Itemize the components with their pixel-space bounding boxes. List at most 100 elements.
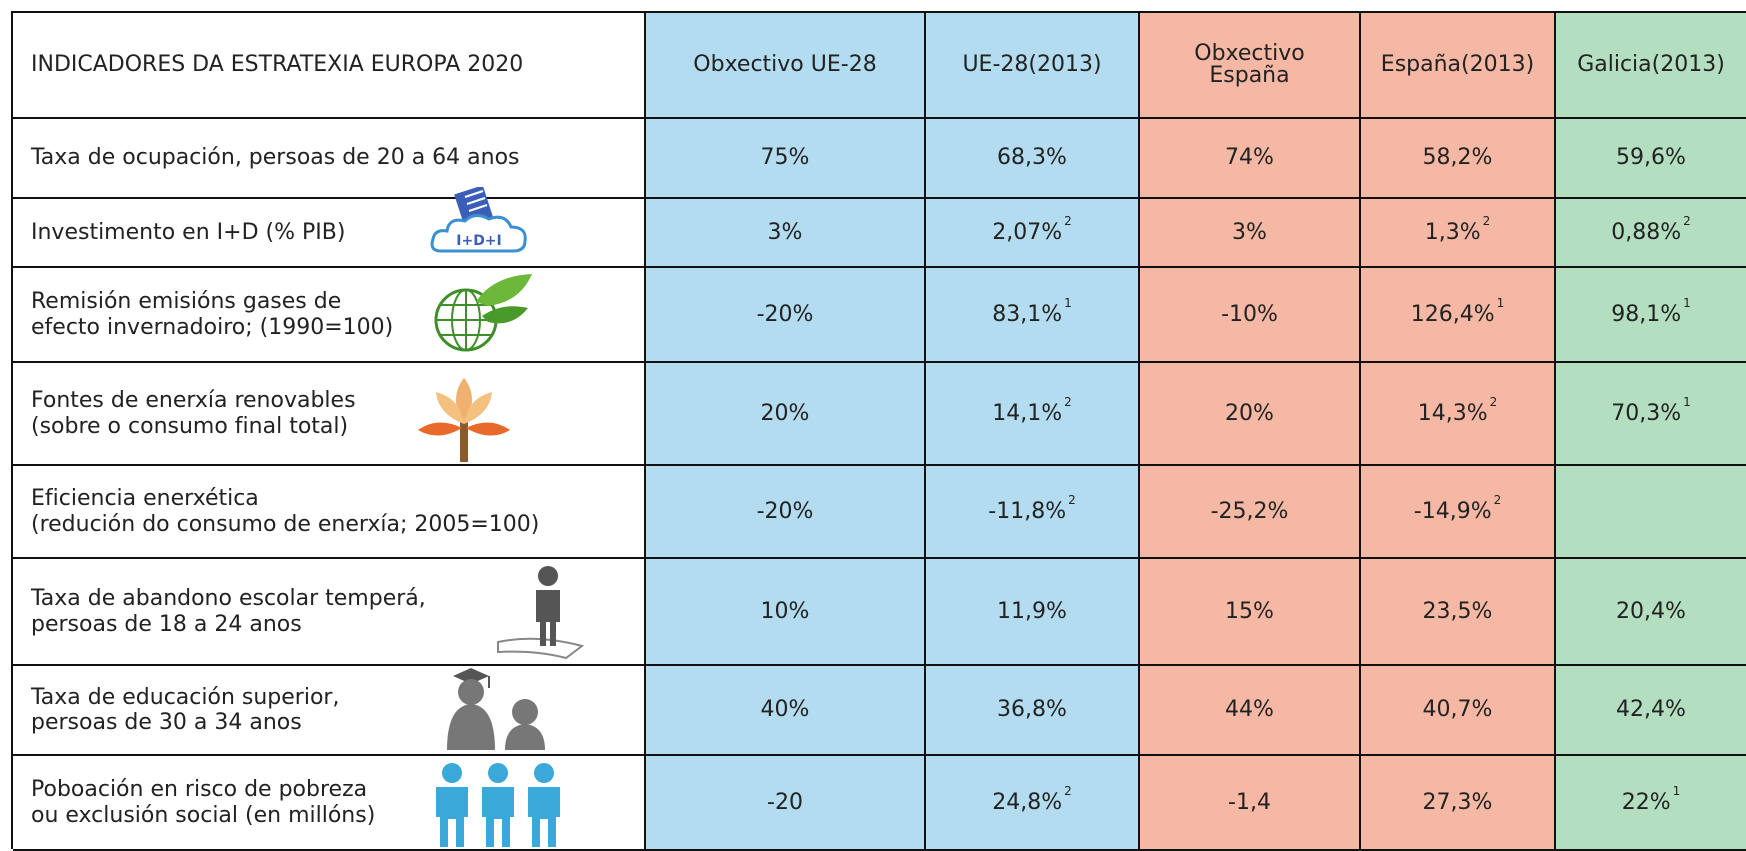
footnote-ref: 1 — [1064, 296, 1072, 310]
row-label: Eficiencia enerxética — [31, 486, 259, 511]
value: -20% — [757, 499, 814, 524]
value-cell: -20 — [646, 756, 926, 851]
value-wrap: 23,5% — [1423, 599, 1493, 624]
value-wrap: 3% — [768, 220, 803, 245]
value-cell: 24,8%2 — [926, 756, 1140, 851]
footnote-ref: 1 — [1683, 395, 1691, 409]
table-grid: INDICADORES DA ESTRATEXIA EUROPA 2020 Obx… — [11, 11, 1746, 849]
value: 75% — [761, 145, 810, 170]
value: 70,3% — [1611, 401, 1681, 426]
value-wrap: 2,07%2 — [992, 220, 1072, 245]
row-label: Poboación en risco de pobreza — [31, 777, 367, 802]
value: 1,3% — [1425, 220, 1481, 245]
value: 14,3% — [1418, 401, 1488, 426]
footnote-ref: 1 — [1683, 296, 1691, 310]
rd-cloud-icon: I+D+I — [429, 187, 533, 259]
footnote-ref: 2 — [1683, 214, 1691, 228]
value-wrap: 44% — [1225, 697, 1274, 722]
value-wrap: 1,3%2 — [1425, 220, 1491, 245]
footnote-ref: 2 — [1064, 214, 1072, 228]
footnote-ref: 2 — [1483, 214, 1491, 228]
value-wrap: 24,8%2 — [992, 790, 1072, 815]
value-wrap: -20% — [757, 302, 814, 327]
value-cell: 126,4%1 — [1361, 268, 1556, 363]
value-wrap: 15% — [1225, 599, 1274, 624]
value-cell: -20% — [646, 466, 926, 559]
value-cell: 1,3%2 — [1361, 199, 1556, 268]
header-cell: Galicia(2013) — [1556, 13, 1746, 119]
value: -1,4 — [1228, 790, 1271, 815]
indicator-table: INDICADORES DA ESTRATEXIA EUROPA 2020 Obx… — [0, 0, 1746, 849]
row-label: persoas de 30 a 34 anos — [31, 710, 302, 735]
value-cell: 3% — [646, 199, 926, 268]
value: 2,07% — [992, 220, 1062, 245]
people-icon — [432, 763, 564, 847]
header-label: UE-28(2013) — [962, 54, 1101, 76]
value: 44% — [1225, 697, 1274, 722]
value-cell: -14,9%2 — [1361, 466, 1556, 559]
value-wrap: 20,4% — [1616, 599, 1686, 624]
header-label: Obxectivo UE-28 — [693, 54, 876, 76]
value: 36,8% — [997, 697, 1067, 722]
value: 59,6% — [1616, 145, 1686, 170]
value-cell: 36,8% — [926, 666, 1140, 756]
value-wrap: 42,4% — [1616, 697, 1686, 722]
value-wrap: 68,3% — [997, 145, 1067, 170]
row-label-cell: Eficiencia enerxética(redución do consum… — [13, 466, 646, 559]
value-cell: 59,6% — [1556, 119, 1746, 199]
value-cell: 11,9% — [926, 559, 1140, 666]
header-cell: UE-28(2013) — [926, 13, 1140, 119]
value-wrap: 20% — [761, 401, 810, 426]
value-wrap: -25,2% — [1211, 499, 1289, 524]
row-label: (sobre o consumo final total) — [31, 414, 348, 439]
value: 83,1% — [992, 302, 1062, 327]
value: -20% — [757, 302, 814, 327]
row-label: ou exclusión social (en millóns) — [31, 803, 375, 828]
value: -25,2% — [1211, 499, 1289, 524]
value: 22% — [1622, 790, 1671, 815]
value: 20% — [1225, 401, 1274, 426]
footnote-ref: 1 — [1673, 784, 1681, 798]
value-cell: 68,3% — [926, 119, 1140, 199]
value-cell: 15% — [1140, 559, 1361, 666]
value: 11,9% — [997, 599, 1067, 624]
value-wrap: 11,9% — [997, 599, 1067, 624]
value: 58,2% — [1423, 145, 1493, 170]
footnote-ref: 2 — [1494, 493, 1502, 507]
value: -11,8% — [988, 499, 1066, 524]
header-label: Obxectivo — [1194, 43, 1304, 65]
value-wrap: -10% — [1221, 302, 1278, 327]
row-label: Taxa de abandono escolar temperá, — [31, 586, 426, 611]
row-label: Fontes de enerxía renovables — [31, 388, 356, 413]
row-label: Taxa de ocupación, persoas de 20 a 64 an… — [31, 145, 520, 170]
header-label: Galicia(2013) — [1577, 54, 1725, 76]
graduates-icon — [445, 666, 549, 750]
value-cell: -10% — [1140, 268, 1361, 363]
header-cell: INDICADORES DA ESTRATEXIA EUROPA 2020 — [13, 13, 646, 119]
value: 14,1% — [992, 401, 1062, 426]
value-wrap: 75% — [761, 145, 810, 170]
value-wrap: 14,3%2 — [1418, 401, 1498, 426]
value: 10% — [761, 599, 810, 624]
value-wrap: 3% — [1232, 220, 1267, 245]
value-wrap: 14,1%2 — [992, 401, 1072, 426]
row-label: Investimento en I+D (% PIB) — [31, 220, 345, 245]
row-label: (redución do consumo de enerxía; 2005=10… — [31, 512, 539, 537]
value-cell: -20% — [646, 268, 926, 363]
row-label-cell: Taxa de ocupación, persoas de 20 a 64 an… — [13, 119, 646, 199]
value-cell: -11,8%2 — [926, 466, 1140, 559]
value: 68,3% — [997, 145, 1067, 170]
value-wrap: 40% — [761, 697, 810, 722]
value-cell: 0,88%2 — [1556, 199, 1746, 268]
row-label-cell: Investimento en I+D (% PIB) — [13, 199, 646, 268]
row-label: persoas de 18 a 24 anos — [31, 612, 302, 637]
value-wrap: -14,9%2 — [1414, 499, 1501, 524]
value: 98,1% — [1611, 302, 1681, 327]
footnote-ref: 1 — [1497, 296, 1505, 310]
value-cell: -25,2% — [1140, 466, 1361, 559]
value-wrap: 22%1 — [1622, 790, 1681, 815]
value: 126,4% — [1411, 302, 1495, 327]
footnote-ref: 2 — [1068, 493, 1076, 507]
value-wrap: 126,4%1 — [1411, 302, 1505, 327]
